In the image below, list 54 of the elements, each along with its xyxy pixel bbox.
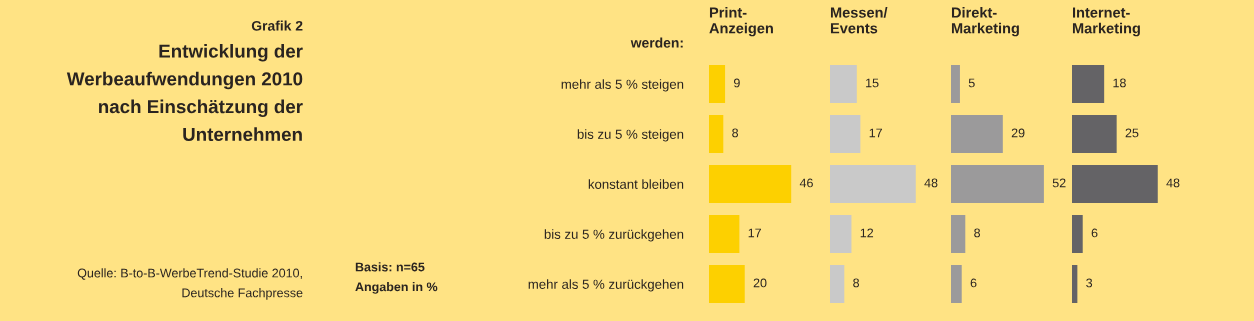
data-label: 8 [853, 278, 860, 288]
bar [951, 215, 966, 253]
y-tick-label: mehr als 5 % steigen [561, 79, 684, 92]
bar [830, 265, 845, 303]
data-label: 17 [748, 228, 761, 238]
bar [951, 265, 962, 303]
text: Entwicklung der Werbeaufwendungen 2010 nach Einschätzung der Unternehmen [66, 44, 303, 142]
data-label: 5 [968, 78, 975, 88]
data-label: 9 [734, 78, 740, 88]
data-label: 46 [799, 178, 813, 188]
bar [1072, 165, 1158, 203]
bar [951, 165, 1044, 203]
bar [709, 165, 792, 203]
bar [709, 215, 740, 253]
data-label: 6 [1091, 228, 1098, 238]
y-tick-label: bis zu 5 % zurückgehen [544, 229, 684, 242]
data-label: 17 [869, 128, 882, 138]
bar [1072, 115, 1117, 153]
data-label: 15 [866, 78, 879, 88]
bar [830, 215, 852, 253]
chart-title: Messen/ Events [830, 7, 888, 34]
bar [951, 115, 1003, 153]
text: Basis: n=65 Angaben in % [355, 262, 438, 294]
data-label: 48 [1166, 178, 1180, 188]
y-tick-label: bis zu 5 % steigen [577, 129, 684, 142]
bar [709, 265, 745, 303]
bar [830, 115, 861, 153]
data-label: 18 [1113, 78, 1126, 88]
bar [830, 65, 857, 103]
data-label: 25 [1125, 128, 1139, 138]
chart-title: Print- Anzeigen [709, 7, 773, 37]
bar [830, 165, 916, 203]
y-tick-label: konstant bleiben [588, 179, 684, 189]
y-axis-title: werden: [630, 37, 683, 48]
bar [1072, 265, 1078, 303]
chart-title: Internet- Marketing [1072, 7, 1140, 37]
bar [709, 115, 724, 153]
data-label: 52 [1052, 178, 1066, 188]
data-label: 48 [924, 178, 938, 188]
data-label: 20 [753, 278, 767, 288]
data-label: 8 [974, 228, 981, 238]
y-tick-label: mehr als 5 % zurückgehen [528, 279, 684, 292]
data-label: 12 [860, 228, 874, 238]
bar [1072, 215, 1083, 253]
data-label: 29 [1011, 128, 1025, 138]
chart-title: Direkt- Marketing [951, 7, 1019, 37]
text: Grafik 2 [251, 20, 303, 31]
bar [709, 65, 726, 103]
data-label: 6 [970, 278, 977, 288]
data-label: 8 [732, 128, 739, 138]
bar [951, 65, 960, 103]
bar [1072, 65, 1105, 103]
data-label: 3 [1086, 278, 1093, 288]
source-note: Quelle: B-to-B-WerbeTrend-Studie 2010, Deutsche Fachpresse [77, 268, 303, 300]
